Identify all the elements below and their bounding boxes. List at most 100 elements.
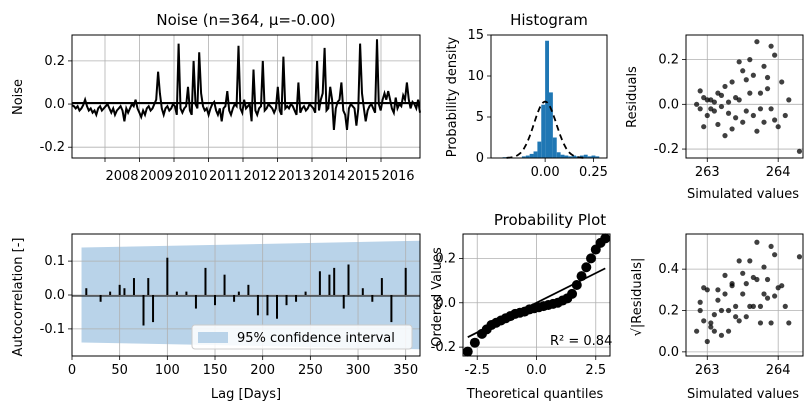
histogram-bar <box>521 156 526 158</box>
sqrt-residuals-point <box>768 243 774 250</box>
probplot-ylabel: Ordered Values <box>430 247 445 347</box>
residuals-point <box>740 119 746 125</box>
probplot-ytick-label: -0.2 <box>431 340 456 355</box>
histogram-axes-frame <box>490 34 608 159</box>
residuals-point <box>704 112 710 119</box>
histogram-bar <box>525 155 530 158</box>
residuals-point <box>708 106 714 112</box>
probplot-point <box>586 253 597 264</box>
noise-xtick-label: 2010 <box>174 169 207 184</box>
residuals-point <box>779 79 785 85</box>
residuals-point <box>704 97 710 103</box>
sqrt-residuals-point <box>697 299 703 305</box>
histogram-bar <box>541 104 546 158</box>
sqrt-residuals-point <box>718 307 725 314</box>
noise-xtick-label: 2008 <box>105 169 138 184</box>
residuals-point <box>772 117 778 123</box>
histogram-bar <box>560 154 565 158</box>
sqrt-residuals-ytick-label: 0.4 <box>658 262 679 277</box>
noise-ytick-label: 0.0 <box>44 97 65 112</box>
acf-ytick-label: 0.0 <box>44 288 65 303</box>
residuals-panel: Residuals Simulated values 263 264 -0.2 0.0… <box>625 34 804 202</box>
residuals-point <box>750 72 756 78</box>
residuals-xlabel: Simulated values <box>687 187 799 202</box>
acf-ytick-label: -0.1 <box>40 322 65 337</box>
sqrt-residuals-xtick-label: 264 <box>766 363 791 378</box>
residuals-ylabel: Residuals <box>625 66 640 128</box>
noise-ylabel: Noise <box>11 79 26 115</box>
probplot-point <box>581 262 592 273</box>
sqrt-residuals-point <box>711 312 717 318</box>
acf-xtick-label: 250 <box>298 363 323 378</box>
probplot-point <box>576 271 587 282</box>
acf-ytick-label: 0.1 <box>44 254 65 269</box>
residuals-point <box>772 52 778 58</box>
probplot-axes-frame <box>462 233 611 357</box>
residuals-point <box>757 106 764 112</box>
residuals-point <box>768 43 774 49</box>
residuals-point <box>733 115 739 121</box>
histogram-bar <box>529 153 534 158</box>
residuals-point <box>782 112 788 119</box>
acf-xtick-label: 350 <box>393 363 418 378</box>
acf-xtick-label: 150 <box>203 363 228 378</box>
acf-xtick-label: 200 <box>250 363 275 378</box>
sqrt-residuals-point <box>772 252 778 258</box>
residuals-point <box>761 63 767 69</box>
residuals-point <box>718 92 725 98</box>
histogram-bar <box>583 154 588 158</box>
sqrt-residuals-point <box>701 318 707 324</box>
probplot-point <box>600 233 611 244</box>
sqrt-residuals-axes-frame <box>685 233 804 357</box>
sqrt-residuals-point <box>747 258 753 264</box>
sqrt-residuals-ylabel: √|Residuals| <box>630 258 645 337</box>
acf-xtick-label: 50 <box>111 363 128 378</box>
probplot-point <box>571 280 582 291</box>
residuals-point <box>725 99 732 105</box>
residuals-point <box>722 83 728 90</box>
sqrt-residuals-ytick-label: 0.2 <box>658 304 679 319</box>
sqrt-residuals-point <box>768 320 774 326</box>
residuals-point <box>747 57 753 63</box>
residuals-point <box>694 101 700 107</box>
residuals-point <box>736 59 742 65</box>
histogram-bar <box>568 156 573 158</box>
probplot-point <box>469 337 480 348</box>
sqrt-residuals-point <box>764 276 771 283</box>
noise-xtick-label: 2014 <box>312 169 345 184</box>
acf-axes-frame <box>71 233 421 357</box>
residuals-point <box>754 39 760 45</box>
residuals-point <box>725 110 732 116</box>
residuals-point <box>715 121 721 128</box>
sqrt-residuals-point <box>740 291 746 297</box>
sqrt-residuals-point <box>761 264 767 270</box>
sqrt-residuals-panel: √|Residuals| Simulated values 263 264 0.0 0… <box>630 233 804 402</box>
histogram-bar <box>591 155 596 158</box>
sqrt-residuals-point <box>757 303 764 309</box>
acf-xtick-label: 0 <box>68 363 76 378</box>
residuals-point <box>768 106 774 112</box>
residuals-point <box>786 97 792 103</box>
residuals-point <box>764 74 771 81</box>
sqrt-residuals-point <box>725 328 732 334</box>
noise-ytick-label: -0.2 <box>40 140 65 155</box>
histogram-panel: Histogram Probability density 0.00 0.25 0 5… <box>445 11 608 180</box>
sqrt-residuals-point <box>722 291 728 297</box>
residuals-point <box>775 124 781 130</box>
sqrt-residuals-point <box>694 328 700 334</box>
sqrt-residuals-point <box>722 272 728 278</box>
acf-legend: 95% confidence interval <box>191 324 413 350</box>
sqrt-residuals-point <box>718 332 725 338</box>
sqrt-residuals-point <box>754 239 760 245</box>
noise-ytick-label: 0.2 <box>44 54 65 69</box>
residuals-point <box>764 86 771 92</box>
sqrt-residuals-ytick-label: 0.0 <box>658 345 679 360</box>
histogram-ytick-label: 10 <box>467 69 484 84</box>
sqrt-residuals-point <box>736 318 742 324</box>
sqrt-residuals-point <box>750 274 756 281</box>
acf-legend-label: 95% confidence interval <box>237 331 395 346</box>
histogram-bar <box>552 137 557 158</box>
residuals-point <box>701 124 707 130</box>
acf-legend-box <box>191 324 413 350</box>
sqrt-residuals-point <box>740 270 746 276</box>
